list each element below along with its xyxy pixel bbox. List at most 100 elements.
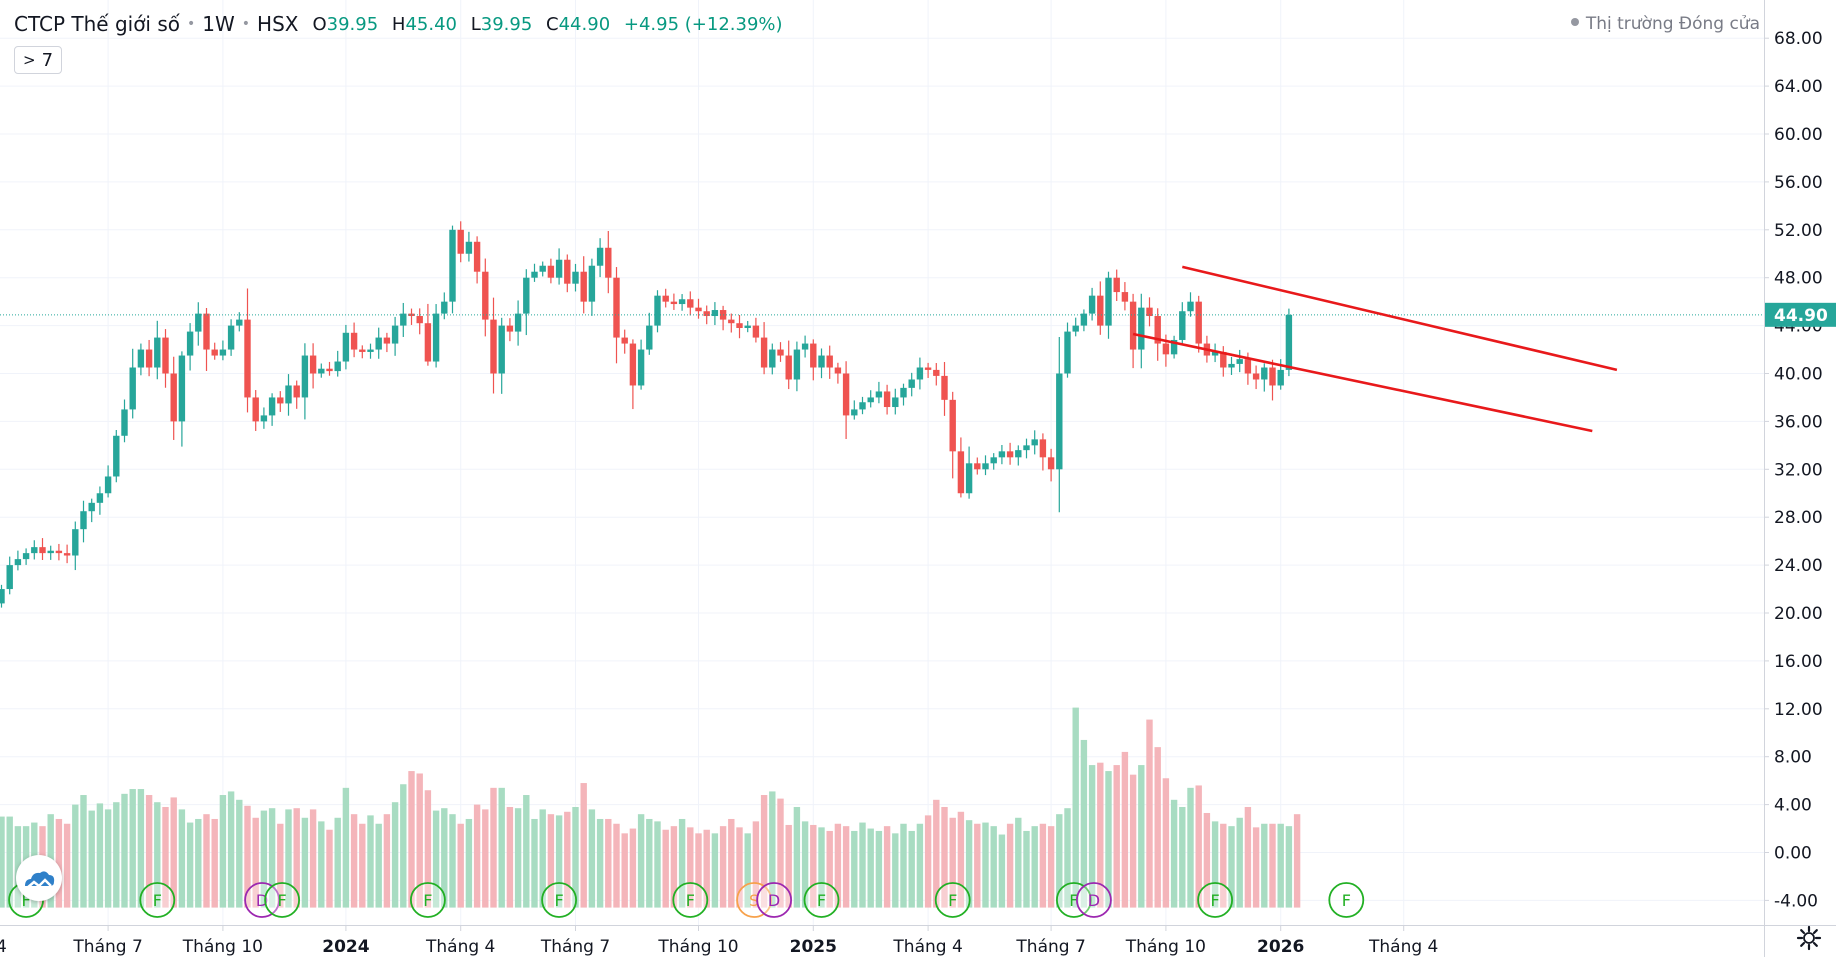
cloud-logo-icon[interactable] — [16, 855, 62, 901]
volume-bar — [367, 815, 374, 908]
volume-bar — [129, 789, 136, 908]
volume-bar — [318, 821, 325, 908]
volume-bar — [1072, 707, 1079, 908]
x-tick-label: Tháng 4 — [425, 937, 495, 957]
volume-bar — [1244, 806, 1252, 908]
volume-bar — [55, 818, 63, 908]
candle-body — [39, 547, 46, 554]
volume-bar — [1236, 817, 1243, 908]
volume-bar — [1097, 762, 1104, 908]
candle-body — [728, 319, 735, 324]
candle-body — [654, 295, 661, 326]
candle-body — [1039, 439, 1047, 458]
volume-bar — [875, 830, 883, 908]
volume-bar — [695, 833, 702, 908]
candle-body — [629, 343, 637, 386]
volume-bar — [1064, 808, 1071, 908]
volume-bar — [1138, 765, 1145, 908]
candle-body — [957, 451, 965, 494]
volume-bar — [1080, 739, 1088, 908]
volume-bar — [506, 806, 514, 908]
event-marker — [541, 882, 577, 918]
volume-bar — [285, 809, 292, 908]
candle-body — [137, 349, 145, 368]
volume-bar — [801, 821, 809, 908]
volume-bar — [1228, 826, 1235, 908]
candle-body — [1269, 367, 1276, 386]
candle-body — [769, 349, 776, 368]
symbol-name[interactable]: CTCP Thế giới số — [14, 12, 181, 36]
candle-body — [203, 313, 210, 350]
candle-body — [924, 367, 932, 370]
event-marker — [409, 882, 446, 918]
trend-lines — [0, 265, 1764, 433]
candle-body — [826, 355, 833, 368]
candle-body — [1252, 373, 1260, 380]
volume-bar — [588, 809, 596, 908]
gear-icon[interactable] — [1796, 925, 1822, 951]
candle-body — [6, 565, 13, 590]
candle-body — [1006, 451, 1014, 458]
candle-body — [1138, 307, 1145, 350]
volume-bar — [1031, 826, 1038, 908]
event-marker — [803, 882, 840, 918]
y-tick-label: 56.00 — [1774, 173, 1823, 193]
candle-body — [998, 451, 1006, 458]
candle-body — [711, 310, 719, 317]
candle-body — [1244, 359, 1252, 374]
event-marker — [244, 882, 281, 918]
candle-body — [736, 323, 743, 328]
candle-body — [441, 301, 448, 314]
time-axis[interactable]: g 4 Tháng 7 Tháng 10 2024 Tháng 4 Tháng 7 Thán… — [0, 925, 1836, 957]
volume-bar — [744, 833, 751, 908]
candle-body — [941, 375, 948, 400]
candle-body — [875, 391, 883, 398]
event-marker-label: F — [1342, 891, 1351, 910]
x-tick-label: Tháng 4 — [892, 937, 962, 957]
volume-bar — [1261, 823, 1268, 908]
x-tick-label: Tháng 10 — [657, 937, 738, 957]
candle-body — [842, 373, 850, 416]
y-tick-label: 52.00 — [1774, 221, 1823, 241]
candle-body — [359, 349, 366, 352]
volume-bar — [687, 827, 694, 908]
event-marker — [1197, 882, 1233, 918]
indicators-toggle-button[interactable]: > 7 — [14, 46, 62, 74]
volume-bar — [473, 804, 481, 908]
volume-bar — [96, 803, 104, 908]
volume-bar — [244, 805, 251, 908]
volume-bar — [1220, 823, 1227, 908]
candle-body — [375, 337, 382, 350]
x-tick-label: Tháng 10 — [1125, 937, 1206, 957]
price-axis[interactable]: 68.0064.0060.0056.0052.0048.0044.0040.00… — [1764, 0, 1836, 957]
volume-bar — [974, 823, 981, 908]
candle-body — [662, 295, 669, 302]
candle-body — [145, 349, 153, 368]
volume-bar — [145, 795, 153, 908]
volume-bar — [424, 790, 432, 908]
separator-dot: • — [187, 16, 196, 32]
candle-body — [555, 259, 563, 278]
candle-body — [678, 299, 686, 305]
volume-bars — [0, 707, 1301, 908]
candle-body — [514, 313, 522, 332]
interval-label[interactable]: 1W — [202, 12, 235, 36]
volume-bar — [260, 810, 268, 908]
volume-bar — [219, 795, 227, 908]
volume-bar — [662, 829, 669, 908]
event-marker-label: D — [768, 891, 780, 910]
candle-body — [1129, 301, 1137, 350]
volume-bar — [637, 814, 645, 908]
candle-body — [227, 325, 235, 350]
candle-body — [22, 553, 30, 560]
volume-bar — [195, 818, 202, 908]
candle-body — [432, 313, 440, 362]
volume-bar — [990, 826, 997, 908]
candle-body — [506, 325, 514, 332]
volume-bar — [416, 773, 423, 908]
candle-body — [326, 368, 333, 372]
candle-body — [334, 361, 341, 372]
volume-bar — [1015, 817, 1022, 908]
candle-body — [1146, 307, 1153, 317]
